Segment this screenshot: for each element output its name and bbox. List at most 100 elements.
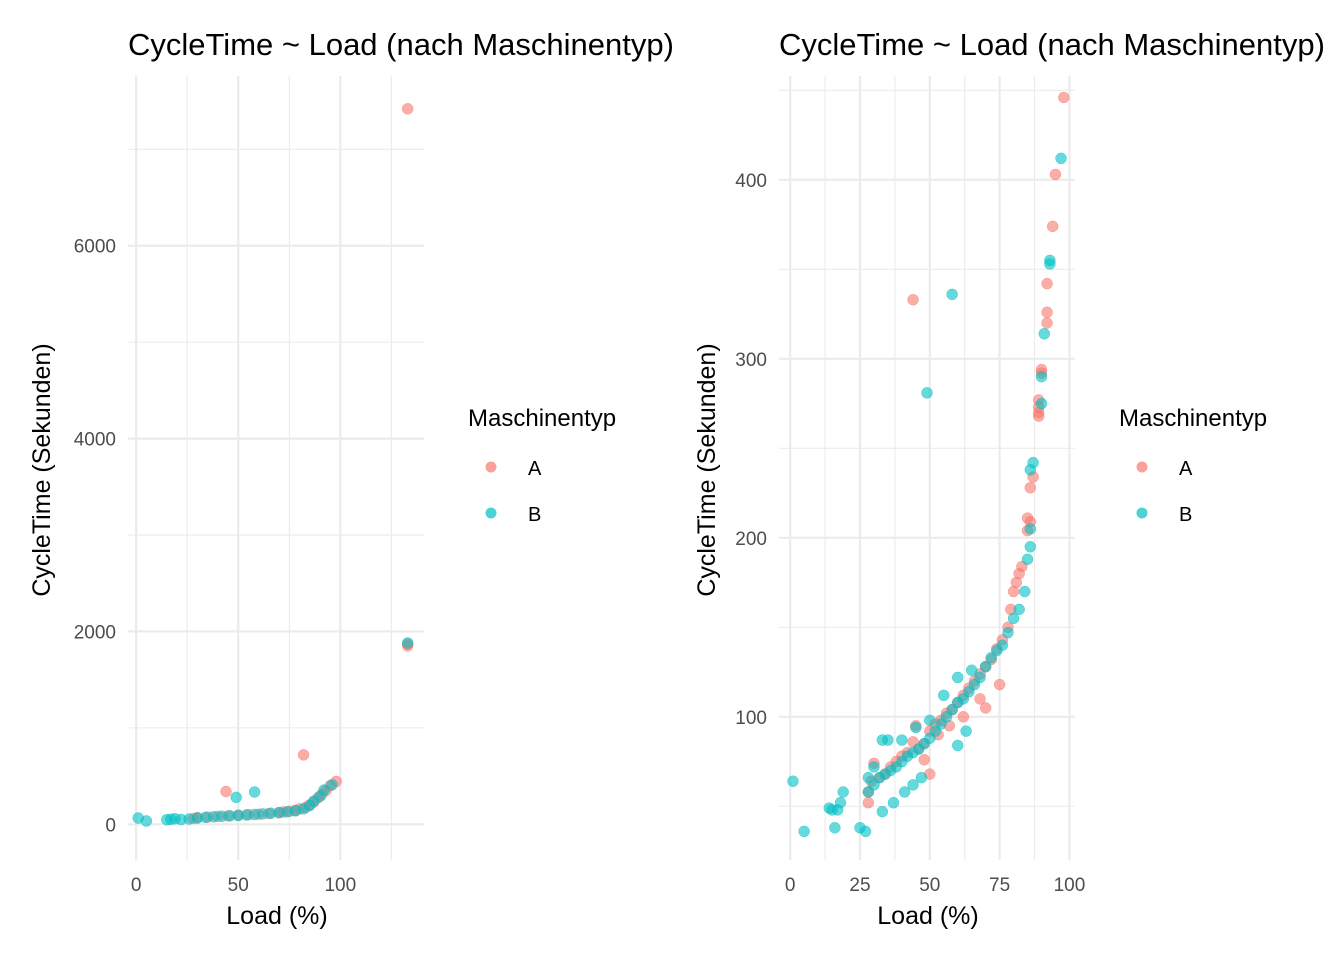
data-point-b xyxy=(787,775,799,787)
data-point-b xyxy=(979,660,992,673)
right-legend-label-b: B xyxy=(1179,504,1192,526)
right-panel: 0 25 50 75 100 100 200 300 400 CycleTime ~ Load… xyxy=(693,27,1325,930)
x-tick-label: 0 xyxy=(131,875,142,896)
left-legend-title: Maschinentyp xyxy=(468,405,616,432)
data-point-b xyxy=(140,815,153,827)
data-point-a xyxy=(401,103,414,115)
data-point-b xyxy=(1044,258,1056,270)
y-tick-label: 6000 xyxy=(74,237,116,258)
right-y-tick-labels: 100 200 300 400 xyxy=(735,171,767,729)
left-points xyxy=(132,103,414,827)
right-x-tick-labels: 0 25 50 75 100 xyxy=(785,875,1085,896)
data-point-b xyxy=(1002,626,1014,639)
right-legend-key-a xyxy=(1136,461,1148,473)
data-point-a xyxy=(1058,91,1070,104)
data-point-b xyxy=(826,804,838,816)
data-point-a xyxy=(993,678,1006,691)
data-point-b xyxy=(401,637,414,649)
right-legend-title: Maschinentyp xyxy=(1119,405,1267,432)
data-point-b xyxy=(862,771,875,784)
left-panel: 0 50 100 0 2000 4000 6000 CycleTime ~ Load (n… xyxy=(28,27,674,930)
left-legend-key-b xyxy=(485,507,497,519)
data-point-b xyxy=(829,822,841,834)
data-point-b xyxy=(1007,612,1020,625)
left-legend-key-a xyxy=(485,461,497,473)
x-tick-label: 100 xyxy=(324,875,356,896)
data-point-b xyxy=(921,387,933,399)
y-tick-label: 300 xyxy=(735,350,767,371)
x-tick-label: 100 xyxy=(1054,875,1086,896)
x-tick-label: 50 xyxy=(228,875,249,896)
left-y-axis-title: CycleTime (Sekunden) xyxy=(28,343,56,596)
right-x-axis-title: Load (%) xyxy=(877,902,978,930)
y-tick-label: 400 xyxy=(735,171,767,192)
data-point-a xyxy=(918,754,930,766)
data-point-a xyxy=(907,293,919,306)
y-tick-label: 2000 xyxy=(74,622,116,643)
data-point-b xyxy=(862,786,875,798)
data-point-b xyxy=(1013,603,1025,616)
data-point-a xyxy=(1041,317,1053,329)
data-point-a xyxy=(1049,168,1062,181)
data-point-a xyxy=(974,693,986,705)
data-point-b xyxy=(859,825,872,838)
data-point-b xyxy=(1018,585,1031,598)
data-point-b xyxy=(876,805,889,818)
data-point-b xyxy=(951,671,964,684)
data-point-b xyxy=(1024,464,1037,476)
data-point-b xyxy=(910,721,922,734)
left-legend-label-a: A xyxy=(528,458,542,480)
data-point-a xyxy=(297,749,310,761)
data-point-b xyxy=(326,779,338,791)
data-point-b xyxy=(887,796,900,809)
data-point-a xyxy=(1007,585,1020,598)
data-point-b xyxy=(960,725,972,737)
data-point-b xyxy=(1035,397,1048,410)
left-x-tick-labels: 0 50 100 xyxy=(131,875,356,896)
data-point-a xyxy=(979,702,992,714)
data-point-b xyxy=(230,791,242,804)
data-point-a xyxy=(957,711,970,723)
data-point-a xyxy=(862,796,875,809)
data-point-b xyxy=(915,771,928,784)
data-point-b xyxy=(1055,152,1067,165)
right-points xyxy=(787,91,1070,838)
data-point-b xyxy=(868,761,880,773)
left-chart-title: CycleTime ~ Load (nach Maschinentyp) xyxy=(128,27,674,62)
data-point-b xyxy=(1035,370,1048,383)
right-y-axis-title: CycleTime (Sekunden) xyxy=(693,343,721,596)
data-point-a xyxy=(1041,277,1053,290)
data-point-b xyxy=(896,734,908,746)
data-point-b xyxy=(882,734,894,746)
data-point-b xyxy=(907,779,919,791)
data-point-b xyxy=(898,786,911,798)
data-point-b xyxy=(1021,553,1034,566)
right-legend: Maschinentyp A B xyxy=(1119,405,1267,526)
y-tick-label: 200 xyxy=(735,529,767,550)
data-point-a xyxy=(1046,220,1059,233)
x-tick-label: 50 xyxy=(919,875,940,896)
x-tick-label: 25 xyxy=(849,875,870,896)
data-point-b xyxy=(951,739,964,752)
x-tick-label: 75 xyxy=(989,875,1010,896)
data-point-b xyxy=(924,714,936,727)
right-legend-key-b xyxy=(1136,507,1148,519)
left-legend: Maschinentyp A B xyxy=(468,405,616,526)
data-point-a xyxy=(1024,481,1037,494)
data-point-b xyxy=(161,813,173,826)
data-point-b xyxy=(1038,328,1051,340)
data-point-b xyxy=(798,825,810,838)
right-legend-label-a: A xyxy=(1179,458,1193,480)
data-point-b xyxy=(1024,541,1037,553)
left-gridlines xyxy=(128,76,424,860)
data-point-b xyxy=(985,651,997,664)
data-point-b xyxy=(837,786,849,798)
data-point-b xyxy=(946,288,958,301)
y-tick-label: 0 xyxy=(105,815,116,836)
x-tick-label: 0 xyxy=(785,875,796,896)
left-y-tick-labels: 0 2000 4000 6000 xyxy=(74,237,116,837)
data-point-a xyxy=(1041,306,1053,319)
y-tick-label: 100 xyxy=(735,708,767,729)
left-x-axis-title: Load (%) xyxy=(226,902,327,930)
